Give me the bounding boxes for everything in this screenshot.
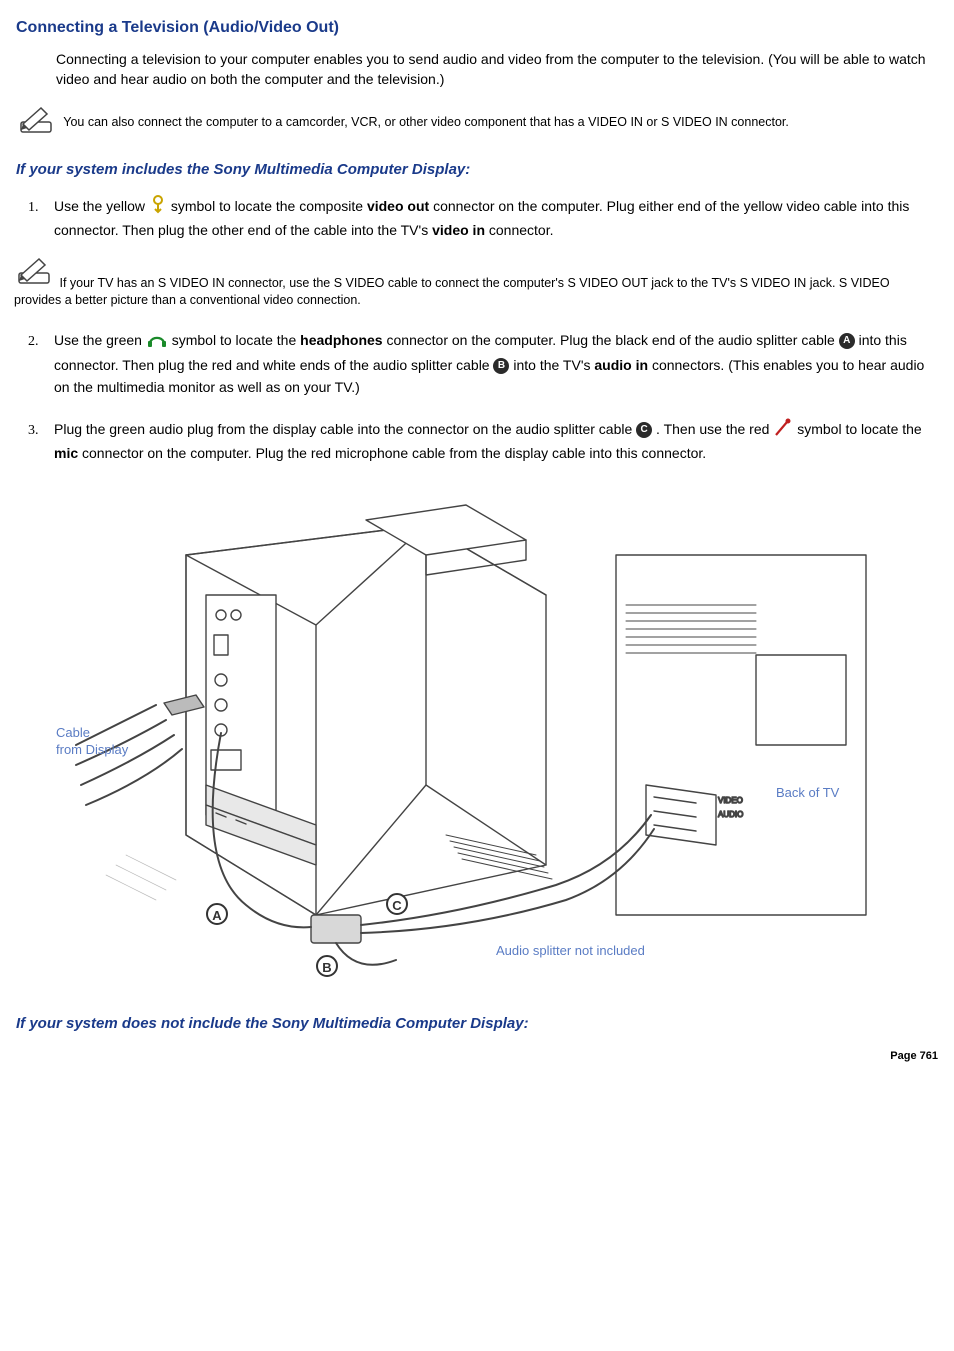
step1-text-d: connector. [489, 222, 554, 238]
note-icon [14, 276, 59, 290]
headphones-icon [146, 328, 168, 355]
letter-c-icon: C [636, 422, 652, 438]
figure-mark-b: B [316, 955, 338, 977]
step2-text-b: symbol to locate the [172, 332, 300, 348]
figure-mark-c: C [386, 893, 408, 915]
letter-a-icon: A [839, 333, 855, 349]
figure-mark-a: A [206, 903, 228, 925]
note-svideo: If your TV has an S VIDEO IN connector, … [14, 255, 938, 310]
figure-label-splitter: Audio splitter not included [496, 943, 645, 960]
step2-text-c: connector on the computer. Plug the blac… [387, 332, 839, 348]
svg-text:AUDIO: AUDIO [718, 810, 743, 819]
step-3: Plug the green audio plug from the displ… [42, 418, 938, 466]
step-2: Use the green symbol to locate the headp… [42, 328, 938, 400]
connection-diagram: VIDEO AUDIO Cable from Display Back of T… [56, 485, 876, 995]
video-out-icon [149, 195, 167, 220]
step1-bold-video-in: video in [432, 222, 485, 238]
steps-list: Use the yellow symbol to locate the comp… [42, 195, 938, 465]
subheading-includes-display: If your system includes the Sony Multime… [16, 159, 938, 181]
step3-bold-mic: mic [54, 445, 78, 461]
note-svideo-text: If your TV has an S VIDEO IN connector, … [14, 276, 890, 308]
letter-b-icon: B [493, 358, 509, 374]
page-title: Connecting a Television (Audio/Video Out… [16, 16, 938, 39]
step-1: Use the yellow symbol to locate the comp… [42, 195, 938, 310]
step3-text-b: . Then use the red [656, 421, 773, 437]
figure-label-cable: Cable from Display [56, 725, 128, 759]
step1-bold-video-out: video out [367, 198, 429, 214]
step3-text-a: Plug the green audio plug from the displ… [54, 421, 636, 437]
step1-text-b: symbol to locate the composite [171, 198, 367, 214]
step3-text-d: connector on the computer. Plug the red … [82, 445, 706, 461]
note-icon [16, 104, 58, 142]
step2-text-a: Use the green [54, 332, 146, 348]
figure-label-back-of-tv: Back of TV [776, 785, 839, 802]
step2-bold-audio-in: audio in [594, 357, 648, 373]
step2-bold-headphones: headphones [300, 332, 382, 348]
step2-text-e: into the TV's [513, 357, 594, 373]
intro-paragraph: Connecting a television to your computer… [56, 49, 938, 90]
subheading-not-include-display: If your system does not include the Sony… [16, 1013, 938, 1035]
step3-text-c: symbol to locate the [797, 421, 922, 437]
note-camcorder: You can also connect the computer to a c… [16, 104, 938, 142]
svg-text:VIDEO: VIDEO [718, 796, 743, 805]
note-text: You can also connect the computer to a c… [63, 115, 789, 129]
page-number: Page 761 [16, 1049, 938, 1065]
mic-icon [773, 418, 793, 443]
step1-text-a: Use the yellow [54, 198, 149, 214]
